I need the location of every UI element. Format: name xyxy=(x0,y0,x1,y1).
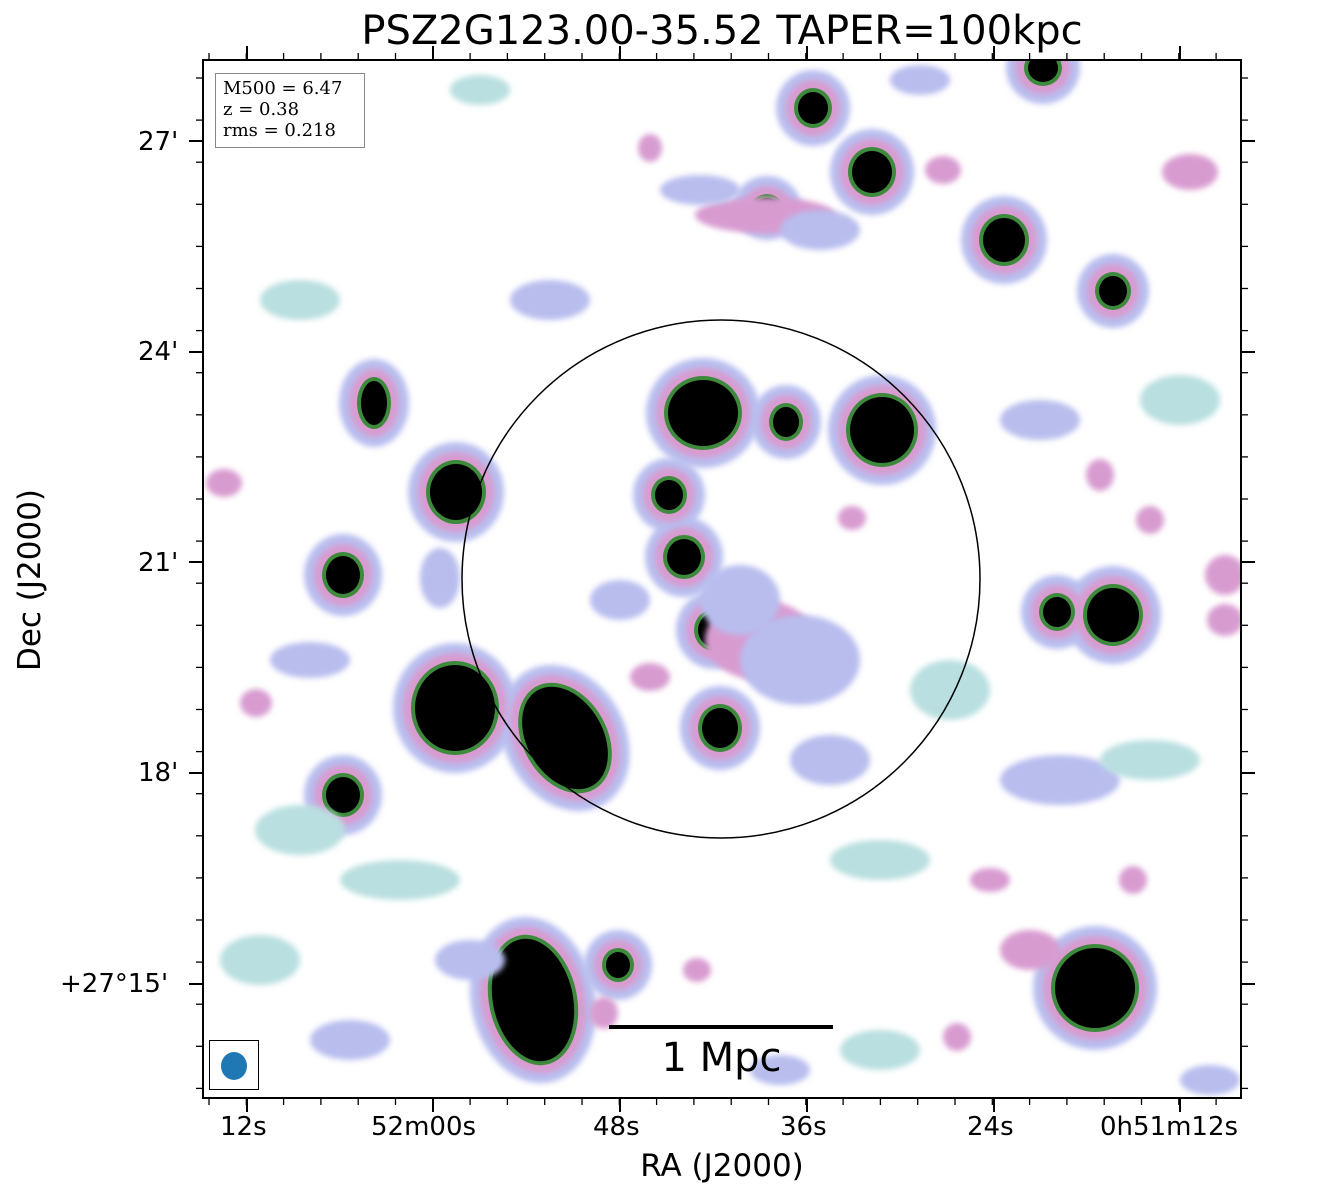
x-tick-label: 52m00s xyxy=(371,1112,477,1142)
rms-text: rms = 0.218 xyxy=(223,120,336,141)
diffuse-emission xyxy=(435,940,505,980)
diffuse-emission xyxy=(1000,755,1120,805)
x-tick-label: 12s xyxy=(220,1112,267,1142)
radio-source xyxy=(606,952,630,978)
redshift-text: z = 0.38 xyxy=(223,99,300,120)
radio-source xyxy=(1099,276,1127,306)
radio-source xyxy=(326,777,360,813)
radio-source xyxy=(522,686,608,790)
diffuse-emission xyxy=(260,280,340,320)
diffuse-emission xyxy=(630,663,670,691)
radio-source xyxy=(850,397,914,463)
diffuse-emission xyxy=(740,615,860,705)
diffuse-emission xyxy=(270,642,350,678)
y-tick-label: 21' xyxy=(138,548,179,578)
diffuse-emission xyxy=(240,689,272,717)
plot-frame xyxy=(202,59,1242,1099)
x-tick-label: 48s xyxy=(593,1112,640,1142)
diffuse-emission xyxy=(790,735,870,785)
diffuse-emission xyxy=(970,868,1010,892)
y-axis-label: Dec (J2000) xyxy=(12,488,48,672)
beam-box xyxy=(209,1040,259,1090)
diffuse-emission xyxy=(220,935,300,985)
radio-source xyxy=(773,407,799,437)
radio-source xyxy=(361,381,387,425)
radio-source xyxy=(798,92,828,124)
m500-text: M500 = 6.47 xyxy=(223,78,343,99)
diffuse-emission xyxy=(1000,400,1080,440)
radio-source xyxy=(1055,948,1135,1028)
map-title: PSZ2G123.00-35.52 TAPER=100kpc xyxy=(361,8,1083,54)
cluster-info-box: M500 = 6.47 z = 0.38 rms = 0.218 xyxy=(215,73,365,148)
diffuse-emission xyxy=(700,565,780,635)
radio-source xyxy=(1028,60,1058,82)
diffuse-emission xyxy=(660,175,740,205)
x-axis-label: RA (J2000) xyxy=(640,1148,804,1184)
axis-ticks xyxy=(189,46,1255,1112)
diffuse-emission xyxy=(830,840,930,880)
x-tick-label: 0h51m12s xyxy=(1100,1112,1239,1142)
diffuse-emission xyxy=(780,210,860,250)
diffuse-emission xyxy=(1162,154,1218,190)
radio-source xyxy=(983,218,1025,262)
diffuse-emission xyxy=(450,75,510,105)
diffuse-emission xyxy=(590,580,650,620)
y-tick-label: +27°15' xyxy=(60,969,169,999)
diffuse-emission xyxy=(1207,604,1241,636)
radio-source xyxy=(852,151,892,193)
x-tick-label: 36s xyxy=(780,1112,827,1142)
diffuse-emission xyxy=(683,958,711,982)
diffuse-emission xyxy=(1119,866,1147,894)
y-tick-label: 18' xyxy=(138,758,179,788)
diffuse-emission xyxy=(1205,555,1241,595)
diffuse-emission xyxy=(840,1030,920,1070)
radio-source xyxy=(430,464,482,520)
y-tick-label: 24' xyxy=(138,337,179,367)
diffuse-emission xyxy=(255,805,345,855)
beam-ellipse xyxy=(221,1052,247,1080)
radio-emission xyxy=(206,60,1241,1095)
diffuse-emission xyxy=(510,280,590,320)
diffuse-emission xyxy=(420,548,460,608)
diffuse-emission xyxy=(750,1055,810,1085)
diffuse-emission xyxy=(1136,506,1164,534)
diffuse-emission xyxy=(310,1020,390,1060)
radio-source xyxy=(667,539,701,575)
diffuse-emission xyxy=(1140,375,1220,425)
radio-source xyxy=(415,665,495,751)
diffuse-emission xyxy=(590,997,618,1029)
radio-source xyxy=(702,708,738,748)
y-tick-label: 27' xyxy=(138,127,179,157)
radio-source xyxy=(1043,597,1071,627)
diffuse-emission xyxy=(1100,740,1200,780)
diffuse-emission xyxy=(838,506,866,530)
diffuse-emission xyxy=(925,156,961,184)
diffuse-emission xyxy=(943,1023,971,1051)
radio-source xyxy=(491,938,575,1062)
diffuse-emission xyxy=(910,660,990,720)
r500-circle xyxy=(461,319,981,839)
radio-source xyxy=(668,380,738,446)
diffuse-emission xyxy=(638,134,662,162)
diffuse-emission xyxy=(206,469,242,497)
scale-bar-label: 1 Mpc xyxy=(661,1035,782,1081)
radio-source xyxy=(326,556,360,594)
radio-source xyxy=(655,480,683,510)
x-tick-label: 24s xyxy=(967,1112,1014,1142)
diffuse-emission xyxy=(1086,459,1114,491)
diffuse-emission xyxy=(1000,930,1060,970)
diffuse-emission xyxy=(1180,1065,1240,1095)
diffuse-emission xyxy=(890,65,950,95)
radio-source xyxy=(1087,588,1139,642)
diffuse-emission xyxy=(340,860,460,900)
